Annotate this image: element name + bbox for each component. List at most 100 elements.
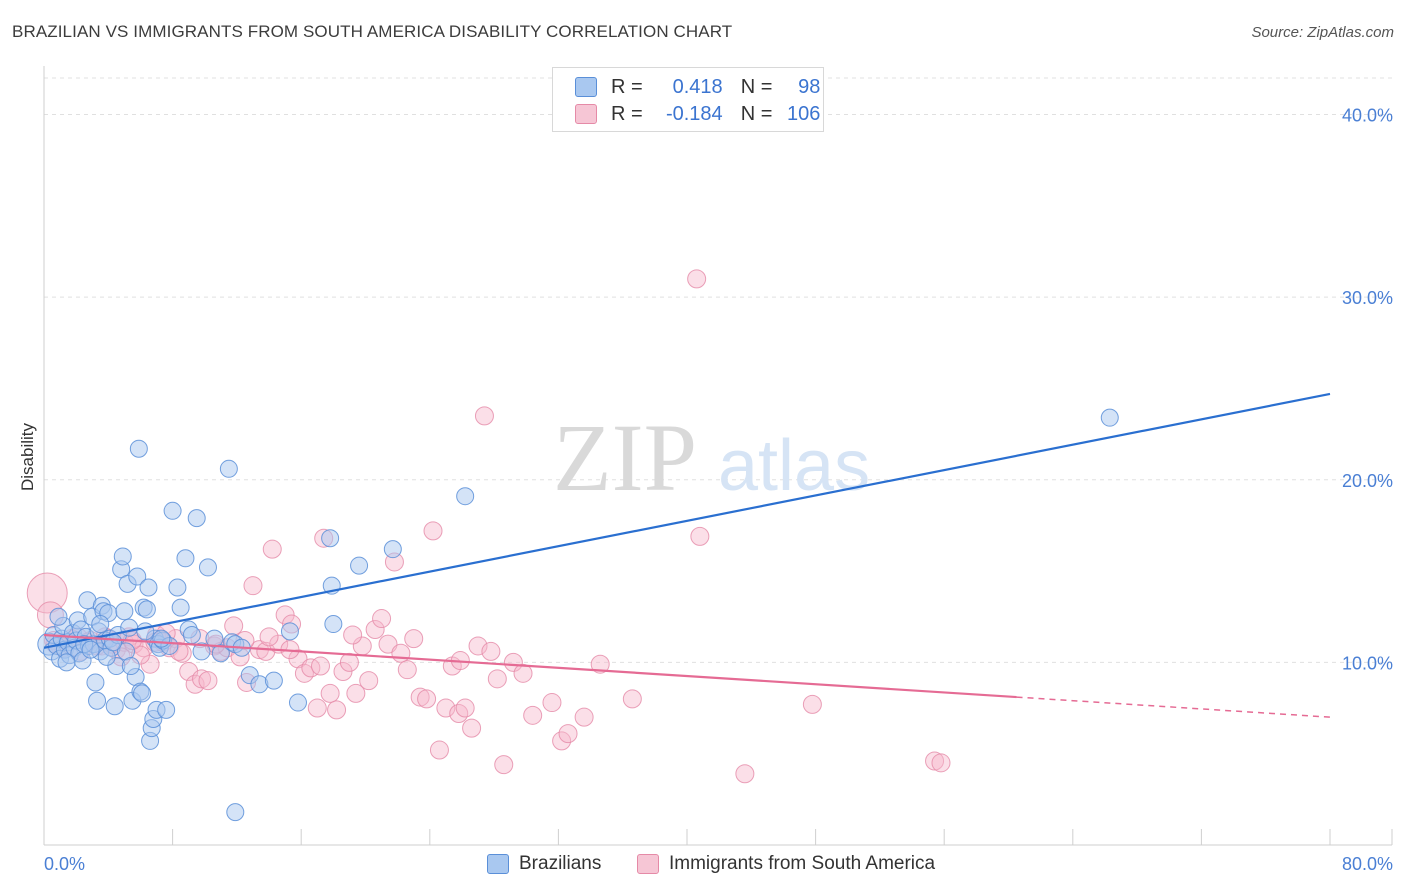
- chart-source: Source: ZipAtlas.com: [1251, 24, 1394, 41]
- point-brazilians: [137, 600, 156, 619]
- point-immigrants: [417, 689, 437, 709]
- legend-label-brazilians: Brazilians: [519, 853, 602, 874]
- y-tick-label: 40.0%: [1342, 106, 1393, 126]
- point-immigrants: [558, 724, 578, 744]
- trendline-immigrants: [43, 633, 1017, 699]
- point-brazilians: [152, 629, 171, 648]
- point-brazilians: [88, 691, 107, 710]
- point-brazilians: [120, 618, 139, 637]
- point-immigrants: [494, 755, 514, 775]
- point-immigrants: [410, 687, 430, 707]
- point-brazilians: [129, 439, 148, 458]
- y-tick-label: 10.0%: [1342, 653, 1393, 673]
- point-brazilians: [321, 529, 340, 548]
- legend-item-brazilians: Brazilians: [487, 850, 601, 878]
- point-brazilians: [121, 657, 140, 676]
- point-brazilians: [198, 558, 217, 577]
- point-immigrants: [802, 694, 822, 714]
- point-immigrants: [404, 629, 424, 649]
- point-immigrants: [343, 625, 363, 645]
- point-immigrants: [185, 674, 205, 694]
- point-immigrants: [301, 658, 321, 678]
- point-immigrants: [590, 654, 610, 674]
- point-immigrants: [436, 698, 456, 718]
- stats-legend-row-brazilians: R = 0.418 N = 98: [575, 74, 820, 100]
- point-immigrants: [622, 689, 642, 709]
- point-brazilians: [192, 642, 211, 661]
- point-brazilians: [133, 684, 152, 703]
- brazilians-r-value: 0.418: [672, 75, 723, 98]
- point-immigrants: [310, 656, 330, 676]
- brazilians-swatch: [575, 77, 597, 97]
- point-brazilians: [383, 540, 402, 559]
- point-brazilians: [105, 697, 124, 716]
- point-immigrants: [397, 660, 417, 680]
- point-immigrants: [327, 700, 347, 720]
- point-immigrants: [378, 634, 398, 654]
- stats-legend-row-immigrants: R = -0.184 N = 106: [575, 101, 820, 127]
- point-immigrants: [925, 751, 945, 771]
- point-immigrants: [690, 526, 710, 546]
- point-immigrants: [503, 652, 523, 672]
- point-immigrants: [931, 753, 951, 773]
- point-immigrants: [259, 627, 279, 647]
- point-brazilians: [264, 671, 283, 690]
- legend-item-immigrants: Immigrants from South America: [637, 850, 935, 878]
- legend-swatch-brazilians: [487, 854, 509, 874]
- brazilians-n-value: 98: [798, 75, 821, 98]
- point-immigrants: [224, 616, 244, 636]
- point-immigrants: [449, 704, 469, 724]
- r-label: R =: [611, 102, 643, 125]
- point-immigrants: [462, 718, 482, 738]
- trendline-brazilians: [43, 392, 1331, 649]
- point-brazilians: [168, 578, 187, 597]
- point-brazilians: [219, 459, 238, 478]
- point-brazilians: [288, 693, 307, 712]
- point-immigrants: [26, 572, 68, 614]
- point-immigrants: [474, 406, 494, 426]
- point-immigrants: [320, 683, 340, 703]
- point-brazilians: [113, 547, 132, 566]
- point-brazilians: [182, 625, 201, 644]
- tick-labels: 10.0% 20.0% 30.0% 40.0% 0.0% 80.0%: [44, 106, 1393, 874]
- immigrants-n-value: 106: [787, 102, 821, 125]
- point-immigrants: [735, 764, 755, 784]
- point-immigrants: [243, 576, 263, 596]
- point-immigrants: [262, 539, 282, 559]
- point-brazilians: [280, 622, 299, 641]
- point-immigrants: [468, 636, 488, 656]
- x-tick-label-right: 80.0%: [1342, 854, 1393, 874]
- point-brazilians: [49, 607, 68, 626]
- point-brazilians: [226, 803, 245, 822]
- axes: [43, 66, 1393, 846]
- point-immigrants: [429, 740, 449, 760]
- point-brazilians: [115, 602, 134, 621]
- point-immigrants: [455, 698, 475, 718]
- point-immigrants: [294, 663, 314, 683]
- point-brazilians: [128, 567, 147, 586]
- point-immigrants: [552, 731, 572, 751]
- point-immigrants: [372, 609, 392, 629]
- point-brazilians: [136, 622, 155, 641]
- point-brazilians: [1100, 408, 1119, 427]
- chart-title: BRAZILIAN VS IMMIGRANTS FROM SOUTH AMERI…: [12, 22, 733, 41]
- point-brazilians: [324, 615, 343, 634]
- r-label: R =: [611, 75, 643, 98]
- immigrants-r-value: -0.184: [665, 102, 723, 125]
- point-brazilians: [211, 644, 230, 663]
- trendline-immigrants-extension: [1016, 696, 1331, 718]
- point-immigrants: [423, 521, 443, 541]
- watermark-atlas: atlas: [718, 426, 870, 506]
- watermark-zip: ZIP: [553, 404, 697, 511]
- y-tick-label: 20.0%: [1342, 471, 1393, 491]
- point-immigrants: [346, 683, 366, 703]
- point-brazilians: [456, 487, 475, 506]
- point-immigrants: [365, 620, 385, 640]
- point-immigrants: [339, 652, 359, 672]
- point-brazilians: [81, 640, 100, 659]
- point-immigrants: [542, 693, 562, 713]
- point-immigrants: [192, 669, 212, 689]
- point-brazilians: [187, 509, 206, 528]
- point-brazilians: [91, 615, 110, 634]
